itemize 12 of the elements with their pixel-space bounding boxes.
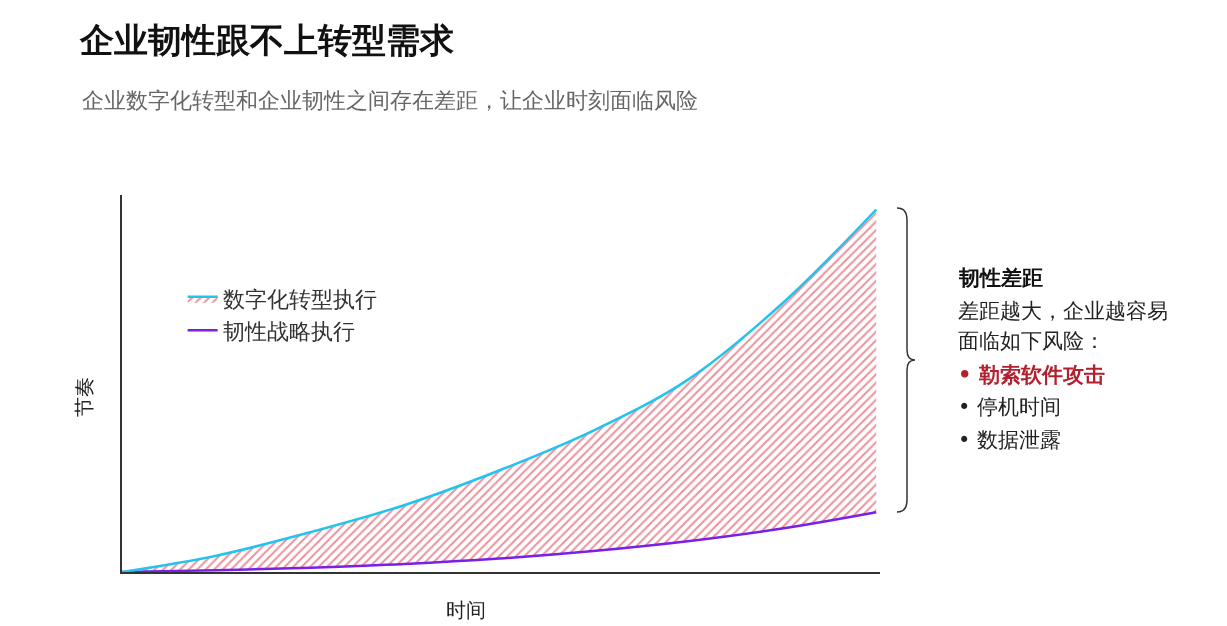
text: 面临如下风险： — [958, 329, 1105, 353]
x-axis-title: 时间 — [446, 598, 486, 622]
text: • 数据泄露 — [958, 428, 1062, 452]
chart-title: 企业韧性跟不上转型需求 — [79, 19, 454, 60]
text: 韧性差距 — [958, 266, 1043, 290]
legend-label: 韧性战略执行 — [222, 318, 355, 344]
y-axis-title: 节奏 — [72, 377, 96, 417]
chart-subtitle: 企业数字化转型和企业韧性之间存在差距，让企业时刻面临风险 — [82, 88, 698, 113]
text: • 停机时间 — [958, 395, 1062, 419]
text: • 勒索软件攻击 — [958, 363, 1105, 387]
legend-label: 数字化转型执行 — [222, 287, 377, 313]
text: 差距越大，企业越容易 — [958, 299, 1168, 323]
